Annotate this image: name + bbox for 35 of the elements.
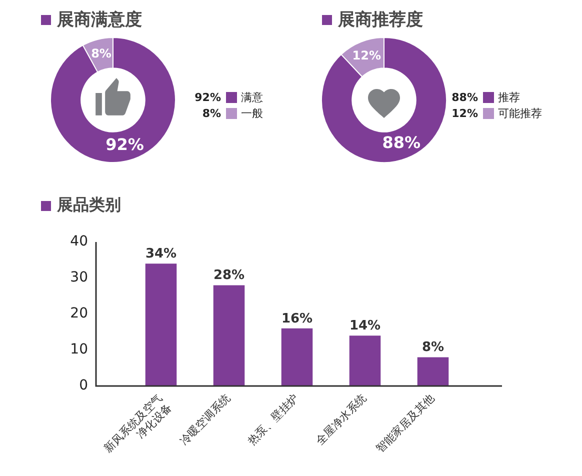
data-label: 8% [91,46,112,60]
bar [417,357,449,386]
text: 92% [194,90,221,104]
x-tick-label: 新风系统及空气净化设备 [102,392,174,456]
y-tick-label: 20 [70,306,88,322]
chart-title: 展品类别 [57,195,121,216]
y-tick-label: 0 [79,378,88,394]
data-label: 28% [213,268,245,284]
data-label: 14% [349,318,381,334]
legend-label: 推荐 [498,90,520,104]
chart-title: 展商满意度 [57,9,142,31]
data-label: 92% [106,134,144,154]
data-label: 12% [352,48,381,62]
text: 8% [202,106,221,120]
x-tick-label: 冷暖空调系统 [177,392,234,448]
legend-label: 满意 [241,90,263,104]
data-label: 8% [422,340,444,356]
x-tick-label: 智能家居及其他 [374,392,438,456]
bar [281,328,313,386]
y-tick-label: 10 [70,342,88,358]
text: 12% [452,106,478,120]
data-label: 16% [281,311,313,326]
text: 88% [452,90,478,104]
legend-label: 可能推荐 [498,106,542,120]
bar [349,336,381,386]
x-tick-label: 全屋净水系统 [313,392,370,448]
data-label: 34% [145,246,177,262]
legend-label: 一般 [241,106,263,120]
x-tick-label: 热泵、壁挂炉 [245,392,302,448]
bar [145,264,177,386]
data-label: 88% [382,133,421,152]
chart-title: 展商推荐度 [338,9,423,31]
y-tick-label: 40 [70,234,88,250]
y-tick-label: 30 [70,270,88,286]
bar [213,285,245,386]
